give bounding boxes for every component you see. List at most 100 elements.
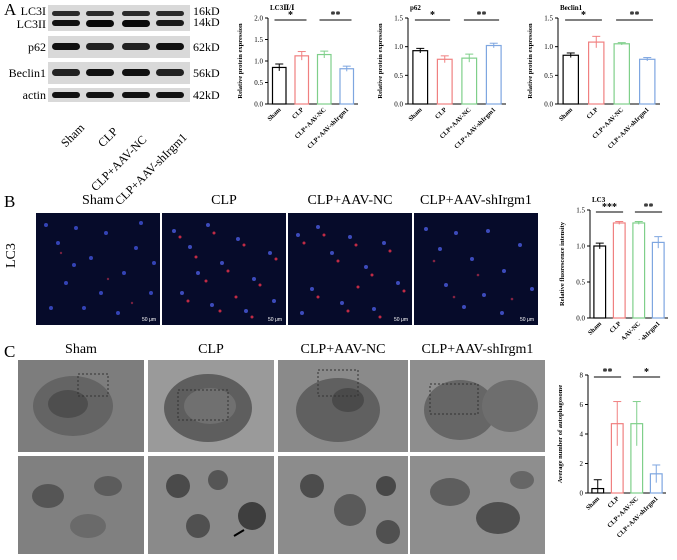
chart-lc3-fluorescence: LC3 Relative fluorescence intensity 0.0 0.5… (559, 196, 668, 340)
x-tick-label: Sham (585, 495, 602, 512)
b-row-label: LC3 (4, 243, 19, 268)
chart-p62: p62 Relative protein expression 0.0 0.5 1.0 1… (377, 4, 506, 150)
em-sham-overview (18, 360, 144, 452)
y-tick-label: 8 (580, 372, 584, 380)
em-clp-detail (148, 456, 274, 554)
fluor-nc-cells (296, 225, 406, 319)
y-axis-label: Relative protein expression (237, 23, 244, 99)
bar (638, 58, 656, 105)
x-tick-label: CLP+AAV-shIrgm1 (306, 106, 350, 150)
em-sh-detail (410, 456, 545, 554)
scale-bar-nc: 50 μm (394, 317, 408, 323)
c-title-clp: CLP (198, 342, 224, 357)
b-title-nc: CLP+AAV-NC (307, 193, 393, 208)
y-tick-label: 0.0 (394, 101, 403, 109)
b-title-sham: Sham (82, 193, 114, 208)
scale-bar-sham: 50 μm (142, 317, 156, 323)
y-tick-label: 0.5 (394, 72, 403, 80)
kd-lc3i: 16kD (193, 4, 220, 18)
bar (316, 53, 332, 105)
y-axis-label: Average number of autophagosome (557, 385, 564, 483)
blot-actin (48, 88, 190, 102)
y-tick-label: 1.5 (254, 36, 263, 44)
c-title-sham: Sham (65, 342, 97, 357)
em-clp-overview (148, 360, 274, 452)
blot-label-lc3i: LC3I (20, 4, 46, 18)
x-tick-label: CLP (291, 106, 305, 120)
y-tick-label: 2 (580, 460, 584, 468)
bar (651, 241, 665, 319)
kd-actin: 42kD (193, 88, 220, 102)
y-tick-label: 6 (580, 401, 584, 409)
b-title-clp: CLP (211, 193, 237, 208)
em-sh-overview (410, 360, 545, 452)
fluor-image-sh: 50 μm (414, 213, 538, 325)
y-tick-label: 1.5 (544, 15, 553, 23)
blot-p62 (48, 36, 190, 58)
lane-label-clp: CLP (95, 124, 121, 150)
x-tick-label: CLP (607, 495, 621, 509)
bar (271, 66, 287, 105)
significance-label: ** (630, 10, 640, 21)
chart-title: LC3 (592, 196, 606, 204)
significance-label: * (644, 367, 649, 378)
significance-label: ** (644, 202, 654, 213)
bar (436, 58, 453, 105)
x-tick-label: Sham (587, 320, 604, 337)
y-tick-label: 0.0 (254, 101, 263, 109)
bar (593, 245, 607, 319)
y-tick-label: 1.0 (254, 58, 263, 66)
x-tick-label: CLP (609, 320, 623, 334)
chart-title: p62 (410, 4, 421, 12)
lane-label-sham: Sham (58, 120, 88, 150)
fluor-image-clp: 50 μm (162, 213, 286, 325)
x-tick-label: Sham (266, 106, 283, 123)
fluor-image-sham: 50 μm (36, 213, 160, 325)
panel-label-c: C (4, 342, 16, 361)
panel-label-a: A (4, 0, 17, 19)
significance-label: ** (603, 367, 613, 378)
y-tick-label: 0.0 (544, 101, 553, 109)
blot-label-lc3ii: LC3II (16, 17, 46, 31)
y-tick-label: 0.5 (254, 79, 263, 87)
bar (294, 55, 310, 105)
c-title-nc: CLP+AAV-NC (300, 342, 386, 357)
significance-label: *** (602, 202, 617, 213)
x-tick-label: Sham (558, 106, 575, 123)
chart-beclin1: Beclin1 Relative protein expression 0.0 0.5… (527, 4, 660, 150)
significance-label: * (430, 10, 435, 21)
blot-lc3 (48, 5, 190, 31)
y-tick-label: 1.0 (576, 243, 585, 251)
panel-label-b: B (4, 192, 16, 211)
kd-lc3ii: 14kD (193, 15, 220, 29)
blot-label-actin: actin (22, 88, 46, 102)
bar (461, 57, 478, 105)
significance-label: * (288, 10, 293, 21)
y-tick-label: 1.5 (576, 207, 585, 215)
scale-bar-sh: 50 μm (520, 317, 534, 323)
fluor-image-nc: 50 μm (288, 213, 412, 325)
c-title-sh: CLP+AAV-shIrgm1 (421, 342, 534, 357)
y-tick-label: 0 (580, 490, 584, 498)
fluor-sham-cells (44, 221, 156, 315)
y-axis-label: Relative protein expression (377, 23, 384, 99)
chart-title: LC3Ⅱ/Ⅰ (270, 4, 294, 12)
y-tick-label: 0.5 (544, 72, 553, 80)
bar (339, 68, 355, 105)
x-tick-label: CLP (586, 106, 600, 120)
kd-beclin1: 56kD (193, 66, 220, 80)
blot-label-beclin1: Beclin1 (8, 66, 46, 80)
em-nc-detail (278, 456, 408, 554)
significance-label: ** (477, 10, 487, 21)
y-tick-label: 0.0 (576, 315, 585, 323)
y-axis-label: Relative fluorescence intensity (559, 221, 566, 306)
bar (412, 50, 429, 105)
fluor-clp-cells (172, 223, 278, 319)
em-nc-overview (278, 360, 408, 452)
fluor-sh-cells (424, 227, 534, 315)
x-tick-label: Sham (407, 106, 424, 123)
y-tick-label: 1.0 (544, 43, 553, 51)
blot-label-p62: p62 (28, 40, 46, 54)
bar (485, 44, 502, 105)
x-tick-label: CLP (434, 106, 448, 120)
